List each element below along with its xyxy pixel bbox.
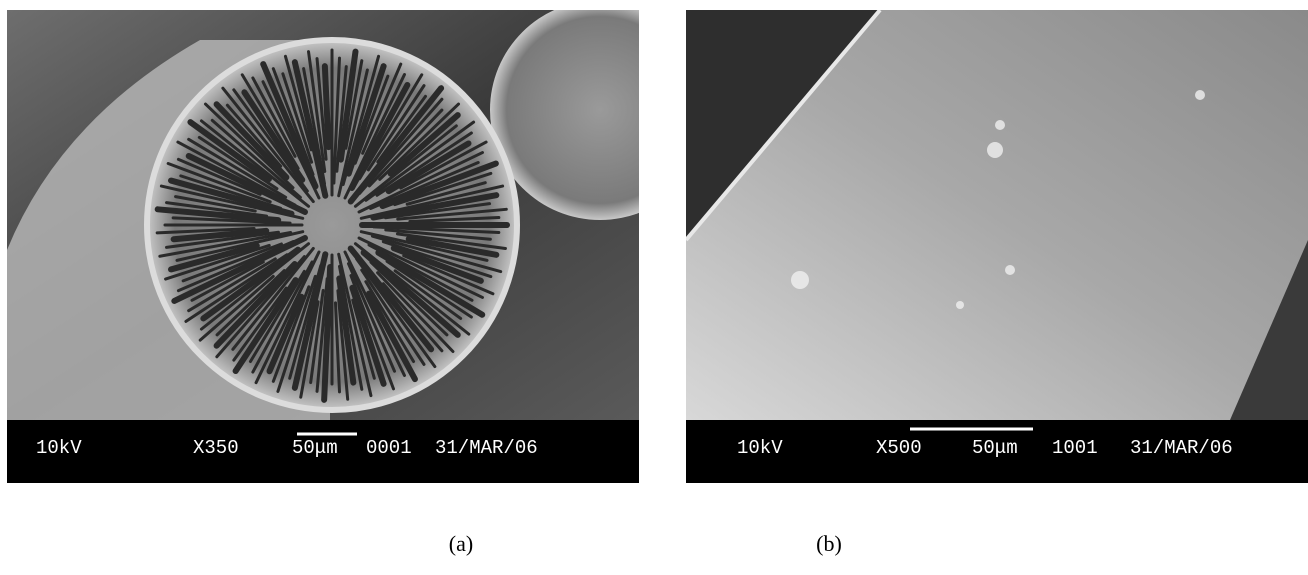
info-bar-a: 10kV X350 50μm 0001 31/MAR/06 xyxy=(7,420,639,483)
magnification: X500 xyxy=(876,437,922,459)
date: 31/MAR/06 xyxy=(435,437,538,459)
info-bar-b: 10kV X500 50μm 1001 31/MAR/06 xyxy=(686,420,1308,483)
figure: 10kV X350 50μm 0001 31/MAR/06 10kV X500 … xyxy=(0,0,1308,575)
image-number: 1001 xyxy=(1052,437,1098,459)
scale-label: 50μm xyxy=(972,437,1018,459)
caption-a: (a) xyxy=(449,531,473,556)
magnification: X350 xyxy=(193,437,239,459)
image-number: 0001 xyxy=(366,437,412,459)
caption-b: (b) xyxy=(816,531,842,556)
voltage: 10kV xyxy=(737,437,783,459)
page: 10kV X350 50μm 0001 31/MAR/06 10kV X500 … xyxy=(0,0,1308,575)
voltage: 10kV xyxy=(36,437,82,459)
sem-image-a xyxy=(7,0,710,420)
pore-streak xyxy=(325,66,329,147)
scale-label: 50μm xyxy=(292,437,338,459)
sem-image-b xyxy=(686,10,1308,420)
date: 31/MAR/06 xyxy=(1130,437,1233,459)
